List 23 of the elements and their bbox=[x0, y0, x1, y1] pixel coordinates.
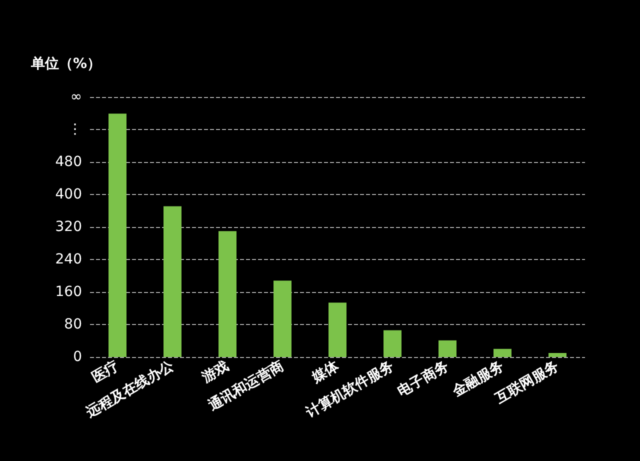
y-tick-label: 80 bbox=[64, 316, 82, 332]
y-tick-label: 240 bbox=[55, 252, 82, 268]
y-tick-label: ⋮ bbox=[68, 122, 82, 138]
bar bbox=[328, 302, 346, 357]
bar bbox=[218, 231, 236, 357]
x-tick-label: 电子商务 bbox=[394, 357, 452, 400]
x-tick-label: 医疗 bbox=[88, 357, 122, 386]
y-tick-label: 0 bbox=[73, 349, 82, 365]
y-tick-label: 400 bbox=[55, 186, 82, 202]
bar bbox=[108, 114, 126, 357]
bar bbox=[438, 340, 456, 357]
y-tick-label: 320 bbox=[55, 219, 82, 235]
bar bbox=[548, 352, 566, 357]
y-axis-title: 单位（%） bbox=[30, 56, 102, 72]
y-tick-label: ∞ bbox=[70, 89, 82, 105]
bar bbox=[164, 206, 182, 357]
x-tick-label: 游戏 bbox=[198, 358, 232, 386]
x-tick-label: 媒体 bbox=[308, 358, 342, 386]
y-tick-label: 480 bbox=[55, 154, 82, 170]
bar bbox=[494, 348, 512, 357]
bar bbox=[384, 330, 402, 357]
y-tick-label: 160 bbox=[55, 284, 82, 300]
bar bbox=[274, 280, 292, 357]
